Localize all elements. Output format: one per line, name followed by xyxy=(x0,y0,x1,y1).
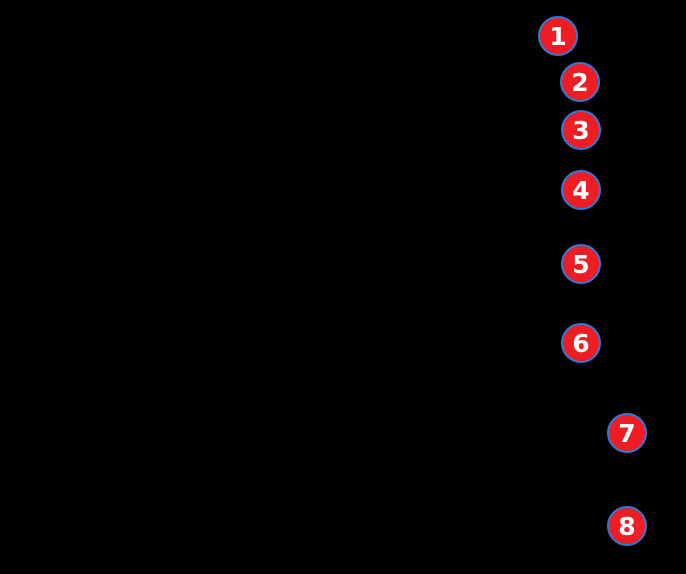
annotation-marker-number: 1 xyxy=(549,21,567,51)
annotation-marker-3[interactable]: 3 xyxy=(561,110,601,150)
annotation-marker-5[interactable]: 5 xyxy=(561,244,601,284)
annotation-marker-number: 3 xyxy=(572,115,590,145)
annotation-marker-4[interactable]: 4 xyxy=(561,170,601,210)
annotation-marker-number: 5 xyxy=(572,249,590,279)
annotation-marker-1[interactable]: 1 xyxy=(538,16,578,56)
annotation-marker-6[interactable]: 6 xyxy=(561,323,601,363)
annotation-marker-number: 6 xyxy=(572,328,590,358)
annotation-marker-number: 2 xyxy=(571,67,589,97)
annotation-marker-8[interactable]: 8 xyxy=(607,506,647,546)
annotation-marker-number: 7 xyxy=(618,418,636,448)
annotation-marker-number: 8 xyxy=(618,511,636,541)
annotation-marker-7[interactable]: 7 xyxy=(607,413,647,453)
annotation-marker-2[interactable]: 2 xyxy=(560,62,600,102)
annotation-marker-number: 4 xyxy=(572,175,590,205)
